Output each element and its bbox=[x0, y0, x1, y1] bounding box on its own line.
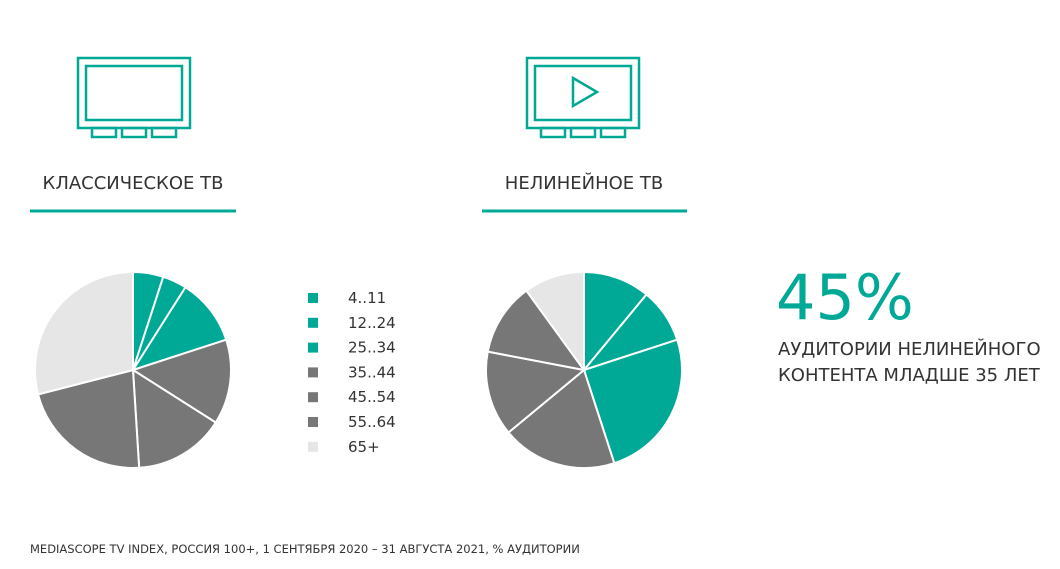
pie-slice bbox=[131, 368, 218, 469]
pie-slice bbox=[486, 289, 587, 372]
legend-swatch bbox=[308, 392, 318, 403]
pie-slice bbox=[130, 285, 228, 372]
source-note: MEDIASCOPE TV INDEX, РОССИЯ 100+, 1 СЕНТ… bbox=[30, 542, 580, 556]
pie-slice bbox=[583, 270, 648, 373]
highlight-text: КОНТЕНТА МЛАДШЕ 35 ЛЕТ bbox=[778, 365, 1041, 386]
legend-label: 65+ bbox=[348, 438, 380, 456]
chart-title: КЛАССИЧЕСКОЕ ТВ bbox=[43, 173, 224, 194]
pie-slice bbox=[525, 270, 585, 374]
legend-swatch bbox=[308, 342, 318, 353]
pie-slice bbox=[34, 270, 134, 396]
legend-label: 45..54 bbox=[348, 388, 396, 406]
legend-swatch bbox=[308, 293, 318, 303]
pie-slice bbox=[485, 350, 587, 434]
pie-slice bbox=[130, 338, 232, 424]
chart-title: НЕЛИНЕЙНОЕ ТВ bbox=[505, 172, 663, 194]
pie-slice bbox=[36, 368, 141, 469]
pie-slice bbox=[582, 338, 683, 465]
legend-swatch bbox=[308, 317, 318, 328]
highlight-value: 45% bbox=[776, 261, 914, 334]
legend-label: 12..24 bbox=[348, 314, 396, 332]
highlight-text: АУДИТОРИИ НЕЛИНЕЙНОГО bbox=[778, 338, 1041, 360]
online-tv-icon bbox=[525, 56, 641, 139]
legend-swatch bbox=[308, 367, 318, 378]
legend-label: 55..64 bbox=[348, 413, 396, 431]
legend-swatch bbox=[308, 417, 318, 427]
legend-label: 4..11 bbox=[348, 289, 386, 307]
tv-icon bbox=[76, 56, 192, 139]
legend-label: 25..34 bbox=[348, 339, 396, 357]
pie-slice bbox=[507, 368, 616, 469]
legend-swatch bbox=[308, 441, 318, 452]
legend-label: 35..44 bbox=[348, 363, 396, 381]
